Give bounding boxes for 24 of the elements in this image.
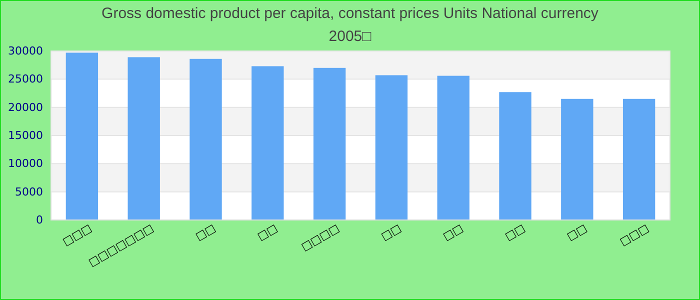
x-tick-label: □□ bbox=[564, 221, 590, 244]
x-tick-label: □□ bbox=[378, 221, 404, 244]
bar bbox=[561, 98, 594, 220]
bar bbox=[437, 76, 470, 220]
y-tick-label: 20000 bbox=[8, 100, 43, 114]
bar bbox=[66, 52, 98, 220]
bar bbox=[375, 75, 408, 220]
y-tick-label: 5000 bbox=[15, 185, 43, 198]
y-tick-label: 25000 bbox=[8, 72, 43, 86]
y-tick-label: 10000 bbox=[8, 157, 43, 170]
x-tick-label: □□ bbox=[502, 221, 528, 244]
y-tick-label: 15000 bbox=[8, 129, 43, 142]
chart-title: Gross domestic product per capita, constant prices Units National currency 2005□ bbox=[102, 5, 599, 45]
y-tick-label: 0 bbox=[36, 214, 43, 227]
bar bbox=[622, 98, 656, 220]
bar bbox=[190, 58, 222, 220]
bar bbox=[128, 57, 160, 220]
x-tick-label: □□ bbox=[440, 221, 466, 244]
bar bbox=[499, 92, 532, 220]
bar bbox=[313, 68, 346, 220]
y-tick-label: 30000 bbox=[8, 44, 43, 58]
x-tick-label: □□ bbox=[193, 221, 218, 244]
x-tick-label: □□ bbox=[255, 221, 280, 244]
bar bbox=[252, 66, 284, 220]
